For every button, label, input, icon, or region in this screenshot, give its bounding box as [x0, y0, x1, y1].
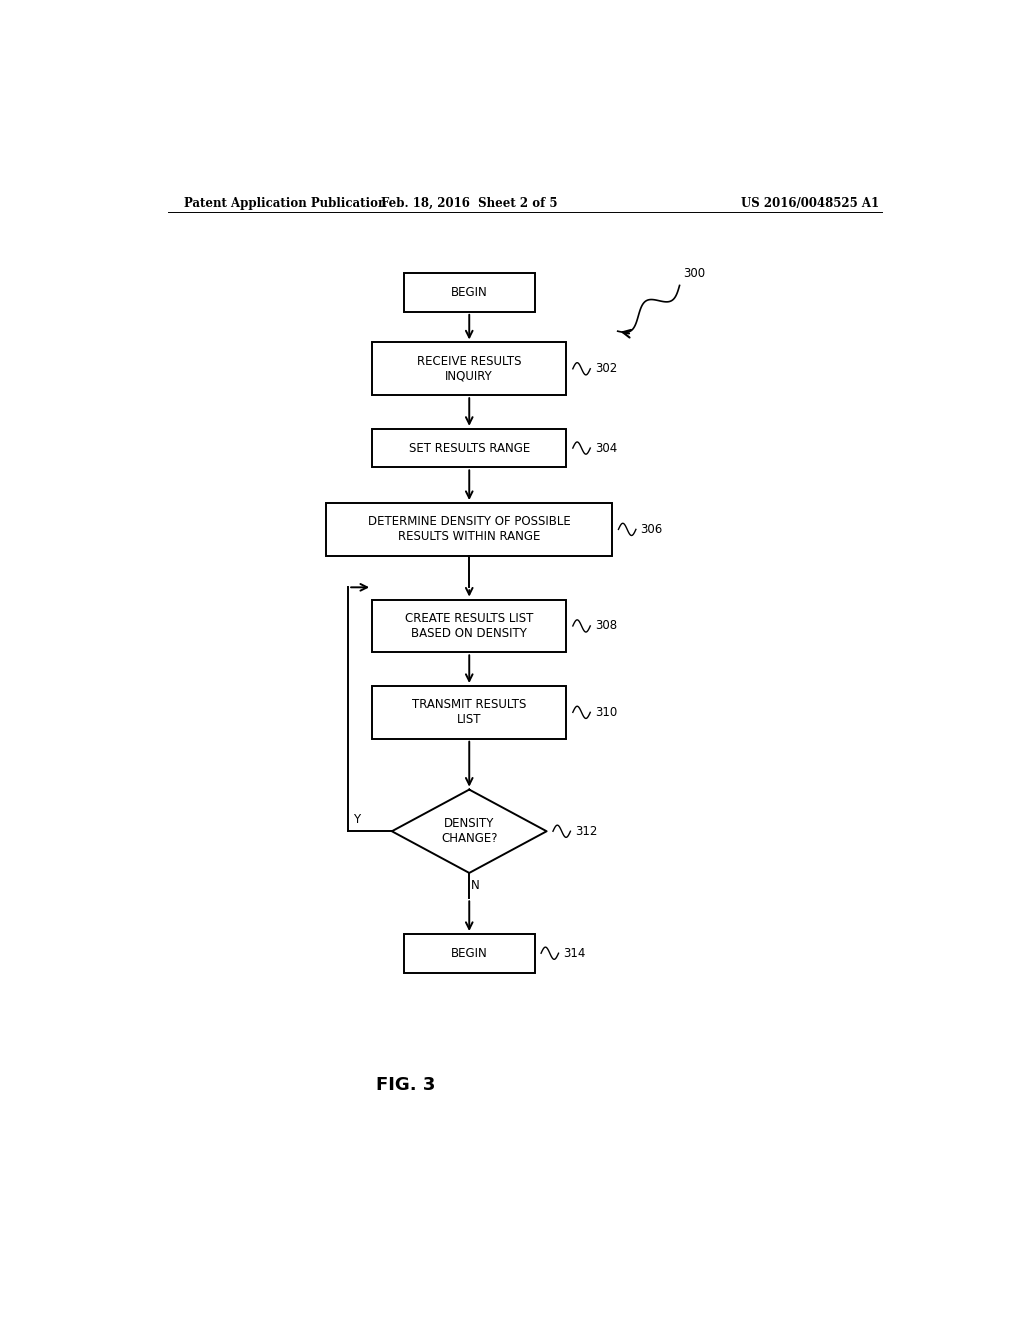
Text: Patent Application Publication: Patent Application Publication — [183, 197, 386, 210]
Text: BEGIN: BEGIN — [451, 286, 487, 300]
Text: RECEIVE RESULTS
INQUIRY: RECEIVE RESULTS INQUIRY — [417, 355, 521, 383]
Bar — [372, 686, 566, 739]
Bar — [403, 273, 535, 312]
Text: 302: 302 — [595, 362, 617, 375]
Text: 314: 314 — [563, 946, 586, 960]
Text: 306: 306 — [641, 523, 663, 536]
Text: CREATE RESULTS LIST
BASED ON DENSITY: CREATE RESULTS LIST BASED ON DENSITY — [406, 612, 534, 640]
Text: 312: 312 — [575, 825, 598, 838]
Text: TRANSMIT RESULTS
LIST: TRANSMIT RESULTS LIST — [412, 698, 526, 726]
Text: DENSITY
CHANGE?: DENSITY CHANGE? — [441, 817, 498, 845]
Text: Feb. 18, 2016  Sheet 2 of 5: Feb. 18, 2016 Sheet 2 of 5 — [381, 197, 557, 210]
Text: 310: 310 — [595, 706, 617, 719]
Bar — [372, 429, 566, 467]
Bar — [327, 503, 612, 556]
Text: BEGIN: BEGIN — [451, 946, 487, 960]
Polygon shape — [392, 789, 547, 873]
Bar — [403, 935, 535, 973]
Text: 300: 300 — [684, 268, 706, 280]
Text: US 2016/0048525 A1: US 2016/0048525 A1 — [741, 197, 880, 210]
Text: 304: 304 — [595, 442, 617, 454]
Bar — [372, 342, 566, 395]
Text: SET RESULTS RANGE: SET RESULTS RANGE — [409, 442, 529, 454]
Text: N: N — [471, 879, 480, 891]
Text: 308: 308 — [595, 619, 617, 632]
Text: FIG. 3: FIG. 3 — [376, 1076, 435, 1094]
Text: Y: Y — [352, 813, 359, 825]
Bar — [372, 599, 566, 652]
Text: DETERMINE DENSITY OF POSSIBLE
RESULTS WITHIN RANGE: DETERMINE DENSITY OF POSSIBLE RESULTS WI… — [368, 515, 570, 544]
